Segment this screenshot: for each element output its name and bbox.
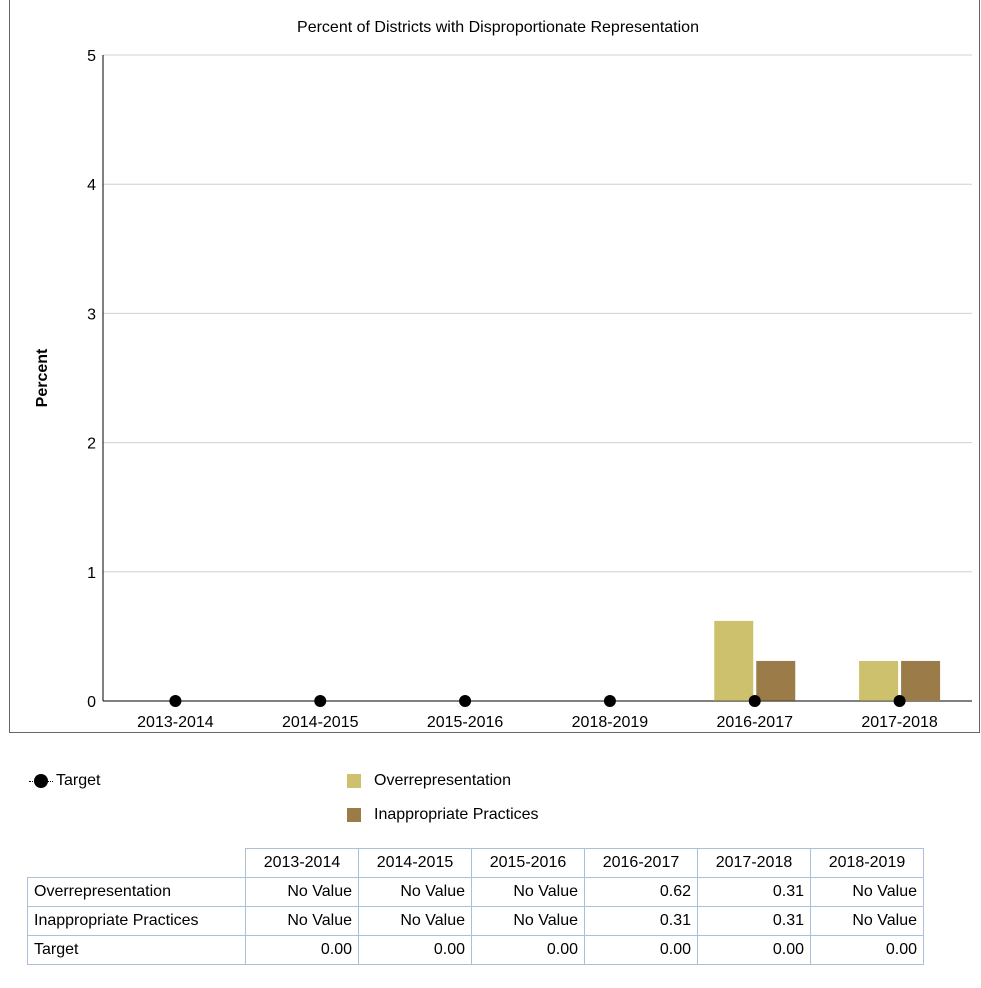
target-point	[893, 695, 906, 707]
table-cell: 0.31	[697, 906, 811, 936]
table-column-header: 2018-2019	[810, 848, 924, 878]
table-cell: 0.00	[245, 935, 359, 965]
bars	[714, 620, 941, 701]
table-row: Overrepresentation No Value No Value No …	[27, 877, 924, 907]
legend-item-overrepresentation: Overrepresentation	[347, 772, 511, 790]
bar-overrepresentation	[859, 660, 899, 701]
table-row: Inappropriate Practices No Value No Valu…	[27, 906, 924, 936]
legend-item-inappropriate-practices: Inappropriate Practices	[347, 806, 539, 824]
x-tick-labels: 2013-2014 2014-2015 2015-2016 2018-2019 2016…	[137, 714, 938, 731]
chart-title: Percent of Districts with Disproportiona…	[297, 19, 699, 36]
target-point	[748, 695, 761, 707]
table-column-header: 2014-2015	[358, 848, 472, 878]
table-cell: No Value	[471, 877, 585, 907]
legend-label-inappropriate-practices: Inappropriate Practices	[374, 806, 539, 823]
table-column-header: 2016-2017	[584, 848, 698, 878]
table-cell: 0.00	[697, 935, 811, 965]
x-tick-label: 2018-2019	[572, 714, 649, 731]
y-tick-label: 3	[87, 306, 96, 323]
grid	[102, 54, 972, 702]
target-marker-icon	[29, 774, 53, 788]
target-point	[459, 695, 472, 707]
table-row-label: Target	[27, 935, 246, 965]
x-tick-label: 2015-2016	[427, 714, 504, 731]
chart-frame	[9, 0, 980, 733]
target-series	[169, 695, 906, 707]
data-table: 2013-2014 2014-2015 2015-2016 2016-2017 …	[27, 848, 924, 965]
table-cell: No Value	[810, 877, 924, 907]
table-cell: No Value	[810, 906, 924, 936]
target-point	[603, 695, 616, 707]
table-row: Target 0.00 0.00 0.00 0.00 0.00 0.00	[27, 935, 924, 965]
overrepresentation-swatch	[347, 774, 361, 788]
legend-item-target: Target	[29, 772, 100, 790]
table-row-label: Overrepresentation	[27, 877, 246, 907]
x-tick-label: 2013-2014	[137, 714, 214, 731]
table-cell: 0.31	[697, 877, 811, 907]
table-column-header: 2013-2014	[245, 848, 359, 878]
chart: Percent of Districts with Disproportiona…	[34, 19, 972, 731]
table-cell: No Value	[245, 877, 359, 907]
table-cell: No Value	[358, 906, 472, 936]
table-cell: No Value	[358, 877, 472, 907]
table-cell: 0.00	[810, 935, 924, 965]
bar-overrepresentation	[714, 620, 754, 701]
table-row-label: Inappropriate Practices	[27, 906, 246, 936]
table-cell: 0.00	[358, 935, 472, 965]
table-cell: No Value	[471, 906, 585, 936]
y-tick-label: 5	[87, 48, 96, 65]
target-point	[314, 695, 327, 707]
table-cell: No Value	[245, 906, 359, 936]
inappropriate-practices-swatch	[347, 808, 361, 822]
y-tick-labels: 0 1 2 3 4 5	[87, 48, 96, 711]
table-column-header: 2015-2016	[471, 848, 585, 878]
x-tick-label: 2017-2018	[861, 714, 938, 731]
bar-inappropriate-practices	[756, 660, 796, 701]
x-tick-label: 2014-2015	[282, 714, 359, 731]
bar-inappropriate-practices	[901, 660, 941, 701]
target-point	[169, 695, 182, 707]
table-cell: 0.31	[584, 906, 698, 936]
table-column-header: 2017-2018	[697, 848, 811, 878]
legend-label-overrepresentation: Overrepresentation	[374, 772, 511, 789]
y-tick-label: 4	[87, 177, 96, 194]
y-tick-label: 1	[87, 565, 96, 582]
y-tick-label: 0	[87, 694, 96, 711]
table-header-row: 2013-2014 2014-2015 2015-2016 2016-2017 …	[28, 848, 924, 878]
table-cell: 0.62	[584, 877, 698, 907]
y-axis-label: Percent	[34, 348, 51, 407]
table-cell: 0.00	[471, 935, 585, 965]
y-tick-label: 2	[87, 436, 96, 453]
legend-label-target: Target	[56, 772, 101, 789]
table-cell: 0.00	[584, 935, 698, 965]
table-corner	[28, 849, 246, 878]
x-tick-label: 2016-2017	[716, 714, 793, 731]
